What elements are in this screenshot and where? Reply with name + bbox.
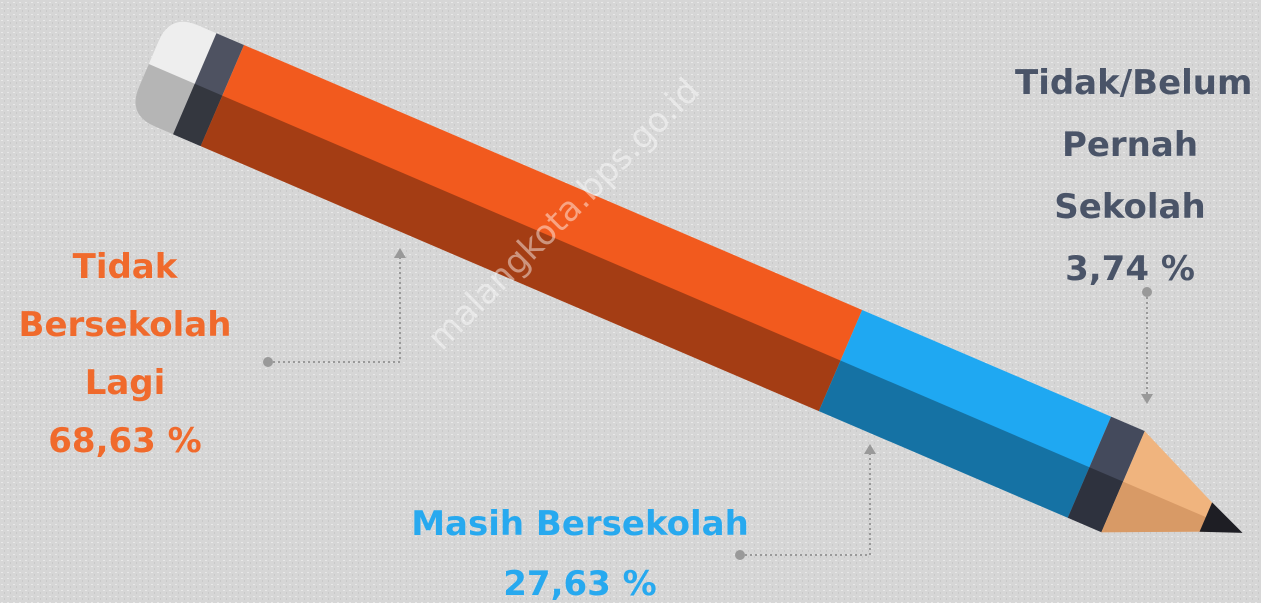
segment-label: Masih Bersekolah 27,63 % [370, 494, 790, 603]
category-label: Masih Bersekolah [370, 494, 790, 554]
dot [263, 357, 273, 367]
value-label: 27,63 % [370, 554, 790, 603]
category-label: Tidak Bersekolah Lagi [0, 238, 250, 412]
value-label: 3,74 % [985, 238, 1261, 300]
segment-label: Tidak/Belum Pernah Sekolah 3,74 % [985, 52, 1261, 300]
infographic: malangkota.bps.go.id Tidak Bersekolah La… [0, 0, 1261, 603]
value-label: 68,63 % [0, 412, 250, 470]
segment-label: Tidak Bersekolah Lagi 68,63 % [0, 238, 250, 470]
category-label: Tidak/Belum Pernah Sekolah [985, 52, 1261, 238]
